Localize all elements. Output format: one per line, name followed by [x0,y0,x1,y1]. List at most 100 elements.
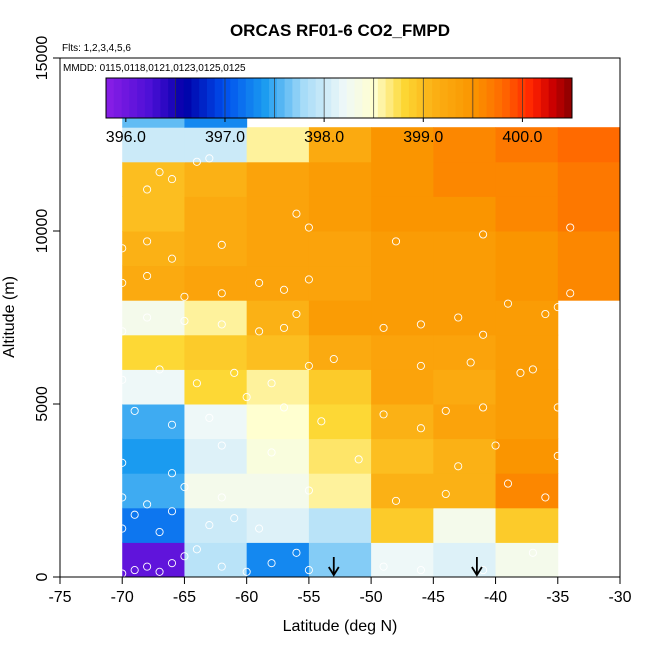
colorbar-segment [129,78,138,118]
data-point [304,566,313,575]
data-point [118,458,127,467]
data-point [454,313,463,322]
data-point [230,368,239,377]
colorbar-segment [168,78,177,118]
data-point [304,486,313,495]
data-point [217,441,226,450]
x-tick-label: -75 [48,589,71,606]
colorbar-segment [370,78,379,118]
colorbar-segment [339,78,348,118]
data-point [454,462,463,471]
heatmap-cell [433,507,497,543]
heatmap-cell [308,265,372,301]
x-tick-label: -65 [173,589,196,606]
data-point [130,406,139,415]
heatmap-cell [495,231,559,267]
colorbar-segment [261,78,270,118]
dates-annotation: MMDD: 0115,0118,0121,0123,0125,0125 [63,63,246,74]
colorbar-segment [533,78,542,118]
data-point [329,354,338,364]
heatmap-cell [308,438,372,474]
heatmap-cell [495,507,559,543]
heatmap-cell [371,369,434,405]
heatmap-cell [184,438,248,474]
colorbar-segment [463,78,472,118]
data-point [242,567,251,576]
data-point [118,278,127,287]
data-point [379,410,388,419]
colorbar-segment [269,78,278,118]
colorbar-segment [230,78,239,118]
heatmap-cell [371,265,434,301]
data-point [130,566,139,575]
colorbar: 396.0 397.0 398.0 399.0 400.0 [105,77,573,146]
data-point [167,254,177,263]
heatmap-cell [246,507,310,543]
heatmap-cell [371,300,434,336]
colorbar-segment [471,78,480,118]
heatmap-cell [184,196,248,232]
data-point [466,358,475,367]
colorbar-segment [276,78,286,118]
data-point [479,330,488,339]
colorbar-segment [385,78,394,118]
heatmap-cell [433,473,497,509]
heatmap-cell [433,369,497,405]
data-point [192,379,201,388]
x-tick-label: -35 [546,589,569,606]
data-point [304,223,313,232]
y-tick-label: 5000 [34,386,51,422]
data-point [441,489,450,499]
heatmap-cell [557,127,621,163]
heatmap-cell [371,404,434,440]
data-point [118,327,127,336]
data-point [143,271,152,281]
colorbar-segment [424,78,433,118]
heatmap-cell [433,334,497,370]
x-axis: -75 -70 -65 -60 -55 -50 -45 -40 -35 -30 [48,577,632,606]
colorbar-segment [160,78,169,118]
heatmap-cell [371,231,434,267]
heatmap-cell [246,473,310,509]
plot-frame [59,57,621,578]
heatmap-cell [495,265,559,301]
heatmap-cell [495,473,559,509]
data-point [528,365,537,374]
marker-arrows [328,557,483,577]
data-point [416,566,425,575]
x-tick-label: -60 [235,589,258,606]
heatmap-cell [308,127,372,163]
data-point [192,545,201,554]
colorbar-segment [556,78,565,118]
heatmap-cell [557,161,621,197]
data-point [167,175,177,184]
data-point [479,230,488,239]
data-point [167,469,177,478]
heatmap-cell [246,265,310,301]
heatmap-cell [122,231,185,267]
heatmap-cell [433,161,497,197]
heatmap-cell [433,300,497,336]
data-point [155,527,164,537]
heatmap-cell [184,265,248,301]
y-axis: 0 5000 10000 15000 [34,36,60,581]
colorbar-segment [323,78,332,118]
heatmap-cell [122,300,185,336]
heatmap-cell [308,300,372,336]
colorbar-segment [183,78,192,118]
data-point [205,521,214,530]
data-point [391,496,401,505]
data-point [230,514,239,523]
data-point [267,448,276,457]
colorbar-segment [509,78,519,118]
heatmap-cell [371,542,434,578]
heatmap-cell [184,334,248,370]
colorbar-segment [346,78,355,118]
heatmap-cell [122,334,185,370]
flights-annotation: Flts: 1,2,3,4,5,6 [62,43,131,54]
heatmap-cell [184,231,248,267]
heatmap-cell [122,127,185,163]
data-point [279,403,289,412]
colorbar-segment [564,78,573,118]
